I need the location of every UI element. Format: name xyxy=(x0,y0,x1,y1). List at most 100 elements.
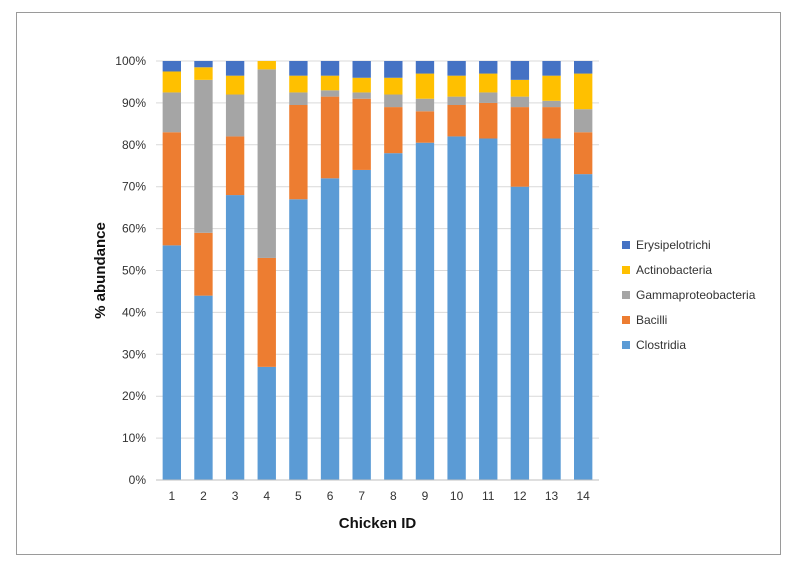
bar-segment xyxy=(542,107,561,139)
y-tick-label: 30% xyxy=(122,347,146,361)
bar-segment xyxy=(415,61,435,74)
bar-segment xyxy=(479,92,498,103)
y-tick-label: 20% xyxy=(122,389,146,403)
bar-segment xyxy=(352,98,371,170)
bar-segment xyxy=(194,232,213,296)
x-tick-label: 11 xyxy=(482,489,495,503)
legend-label: Clostridia xyxy=(636,338,686,352)
bar-segment xyxy=(289,75,308,93)
x-tick-label: 6 xyxy=(327,489,334,503)
x-tick-label: 3 xyxy=(232,489,239,503)
y-tick-label: 90% xyxy=(122,96,146,110)
bar-segment xyxy=(257,366,276,480)
y-tick-label: 100% xyxy=(115,54,146,68)
legend-swatch xyxy=(622,266,630,274)
bar-segment xyxy=(447,75,466,97)
legend-label: Gammaproteobacteria xyxy=(636,288,756,302)
bar-segment xyxy=(320,61,340,76)
bar-segment xyxy=(194,79,213,233)
bar-segment xyxy=(384,153,403,480)
bar-segment xyxy=(352,77,371,93)
bar-segment xyxy=(542,75,561,101)
gridlines xyxy=(156,60,599,481)
bar-segment xyxy=(289,61,308,76)
bar-segment xyxy=(542,100,561,108)
legend-label: Actinobacteria xyxy=(636,263,712,277)
x-tick-label: 10 xyxy=(450,489,464,503)
bar-segment xyxy=(479,61,498,74)
bar-segment xyxy=(162,245,181,480)
x-tick-label: 8 xyxy=(390,489,397,503)
legend-label: Erysipelotrichi xyxy=(636,238,711,252)
y-axis-title: % abundance xyxy=(92,222,109,319)
y-tick-label: 50% xyxy=(122,264,146,278)
bar-segment xyxy=(225,61,245,76)
bars xyxy=(162,61,593,481)
bar-segment xyxy=(574,109,593,133)
x-tick-label: 14 xyxy=(576,489,590,503)
legend-label: Bacilli xyxy=(636,313,667,327)
x-tick-label: 13 xyxy=(545,489,559,503)
bar-segment xyxy=(384,77,403,95)
bar-segment xyxy=(320,178,340,480)
legend-swatch xyxy=(622,341,630,349)
bar-segment xyxy=(447,96,466,105)
bar-segment xyxy=(289,104,308,200)
bar-segment xyxy=(194,61,213,68)
legend-swatch xyxy=(622,316,630,324)
x-tick-label: 9 xyxy=(422,489,429,503)
bar-segment xyxy=(162,71,181,93)
x-tick-labels: 1 2 3 4 5 6 7 8 9 10 11 12 13 14 xyxy=(168,489,590,503)
bar-segment xyxy=(257,61,276,70)
x-tick-label: 5 xyxy=(295,489,302,503)
bar-segment xyxy=(510,107,530,187)
bar-segment xyxy=(352,92,371,99)
bar-segment xyxy=(162,132,181,246)
bar-segment xyxy=(574,132,593,175)
legend-swatch xyxy=(622,241,630,249)
bar-segment xyxy=(479,138,498,480)
bar-segment xyxy=(574,174,593,480)
bar-segment xyxy=(320,75,340,91)
bar-segment xyxy=(447,104,466,137)
bar-segment xyxy=(447,61,466,76)
legend-swatch xyxy=(622,291,630,299)
bar-segment xyxy=(415,73,435,99)
bar-segment xyxy=(415,111,435,143)
bar-segment xyxy=(447,136,466,481)
y-tick-label: 0% xyxy=(129,473,147,487)
x-tick-label: 1 xyxy=(168,489,175,503)
bar-segment xyxy=(352,61,371,78)
bar-segment xyxy=(510,61,530,80)
bar-segment xyxy=(542,138,561,480)
y-tick-label: 70% xyxy=(122,180,146,194)
bar-segment xyxy=(574,61,593,74)
bar-segment xyxy=(225,136,245,196)
bar-segment xyxy=(510,186,530,480)
x-tick-label: 12 xyxy=(513,489,527,503)
bar-segment xyxy=(384,107,403,154)
bar-segment xyxy=(542,61,561,76)
x-tick-label: 4 xyxy=(263,489,270,503)
bar-segment xyxy=(289,92,308,105)
bar-segment xyxy=(384,61,403,78)
legend: Erysipelotrichi Actinobacteria Gammaproteo… xyxy=(622,238,756,352)
bar-segment xyxy=(320,96,340,179)
bar-segment xyxy=(225,94,245,137)
bar-segment xyxy=(352,169,371,480)
bar-segment xyxy=(225,75,245,95)
bar-segment xyxy=(574,73,593,110)
bar-segment xyxy=(257,69,276,258)
bar-segment xyxy=(510,79,530,97)
bar-segment xyxy=(162,92,181,133)
bar-segment xyxy=(479,73,498,93)
y-tick-labels: 0% 10% 20% 30% 40% 50% 60% 70% 80% 90% 100% xyxy=(115,54,146,487)
bar-segment xyxy=(194,67,213,80)
y-tick-label: 60% xyxy=(122,222,146,236)
bar-segment xyxy=(479,102,498,139)
bar-segment xyxy=(194,295,213,480)
bar-segment xyxy=(415,98,435,112)
bar-segment xyxy=(320,90,340,97)
y-tick-label: 10% xyxy=(122,431,146,445)
